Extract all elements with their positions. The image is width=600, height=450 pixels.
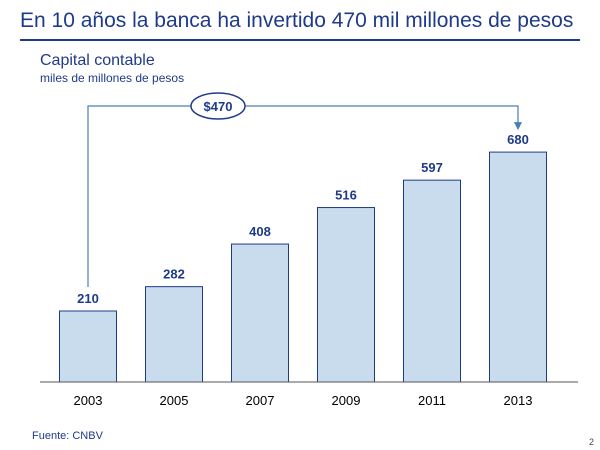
source-note: Fuente: CNBV [32,430,103,442]
x-tick-label-2009: 2009 [332,393,361,408]
bar-2011 [403,179,461,383]
bar-2013 [489,151,547,383]
x-tick-label-2003: 2003 [74,393,103,408]
bar-2009 [317,207,375,383]
chart-title: Capital contable [40,52,155,69]
growth-connector [87,105,522,287]
data-label-2005: 282 [163,267,185,282]
chart-subtitle: miles de millones de pesos [40,71,185,85]
slide-title: En 10 años la banca ha invertido 470 mil… [20,9,574,32]
bar-2005 [145,286,203,383]
data-label-2011: 597 [421,160,443,175]
growth-callout-bubble [190,92,246,120]
title-divider [20,39,580,41]
x-tick-label-2007: 2007 [246,393,275,408]
data-label-2003: 210 [77,291,99,306]
bar-2003 [59,310,117,383]
x-tick-label-2005: 2005 [160,393,189,408]
data-label-2009: 516 [335,188,357,203]
bar-2007 [231,243,289,383]
growth-callout-label: $470 [204,99,233,114]
x-tick-label-2013: 2013 [504,393,533,408]
page-number: 2 [588,437,594,447]
x-tick-label-2011: 2011 [418,393,446,408]
data-label-2013: 680 [507,132,529,147]
data-label-2007: 408 [249,224,271,239]
